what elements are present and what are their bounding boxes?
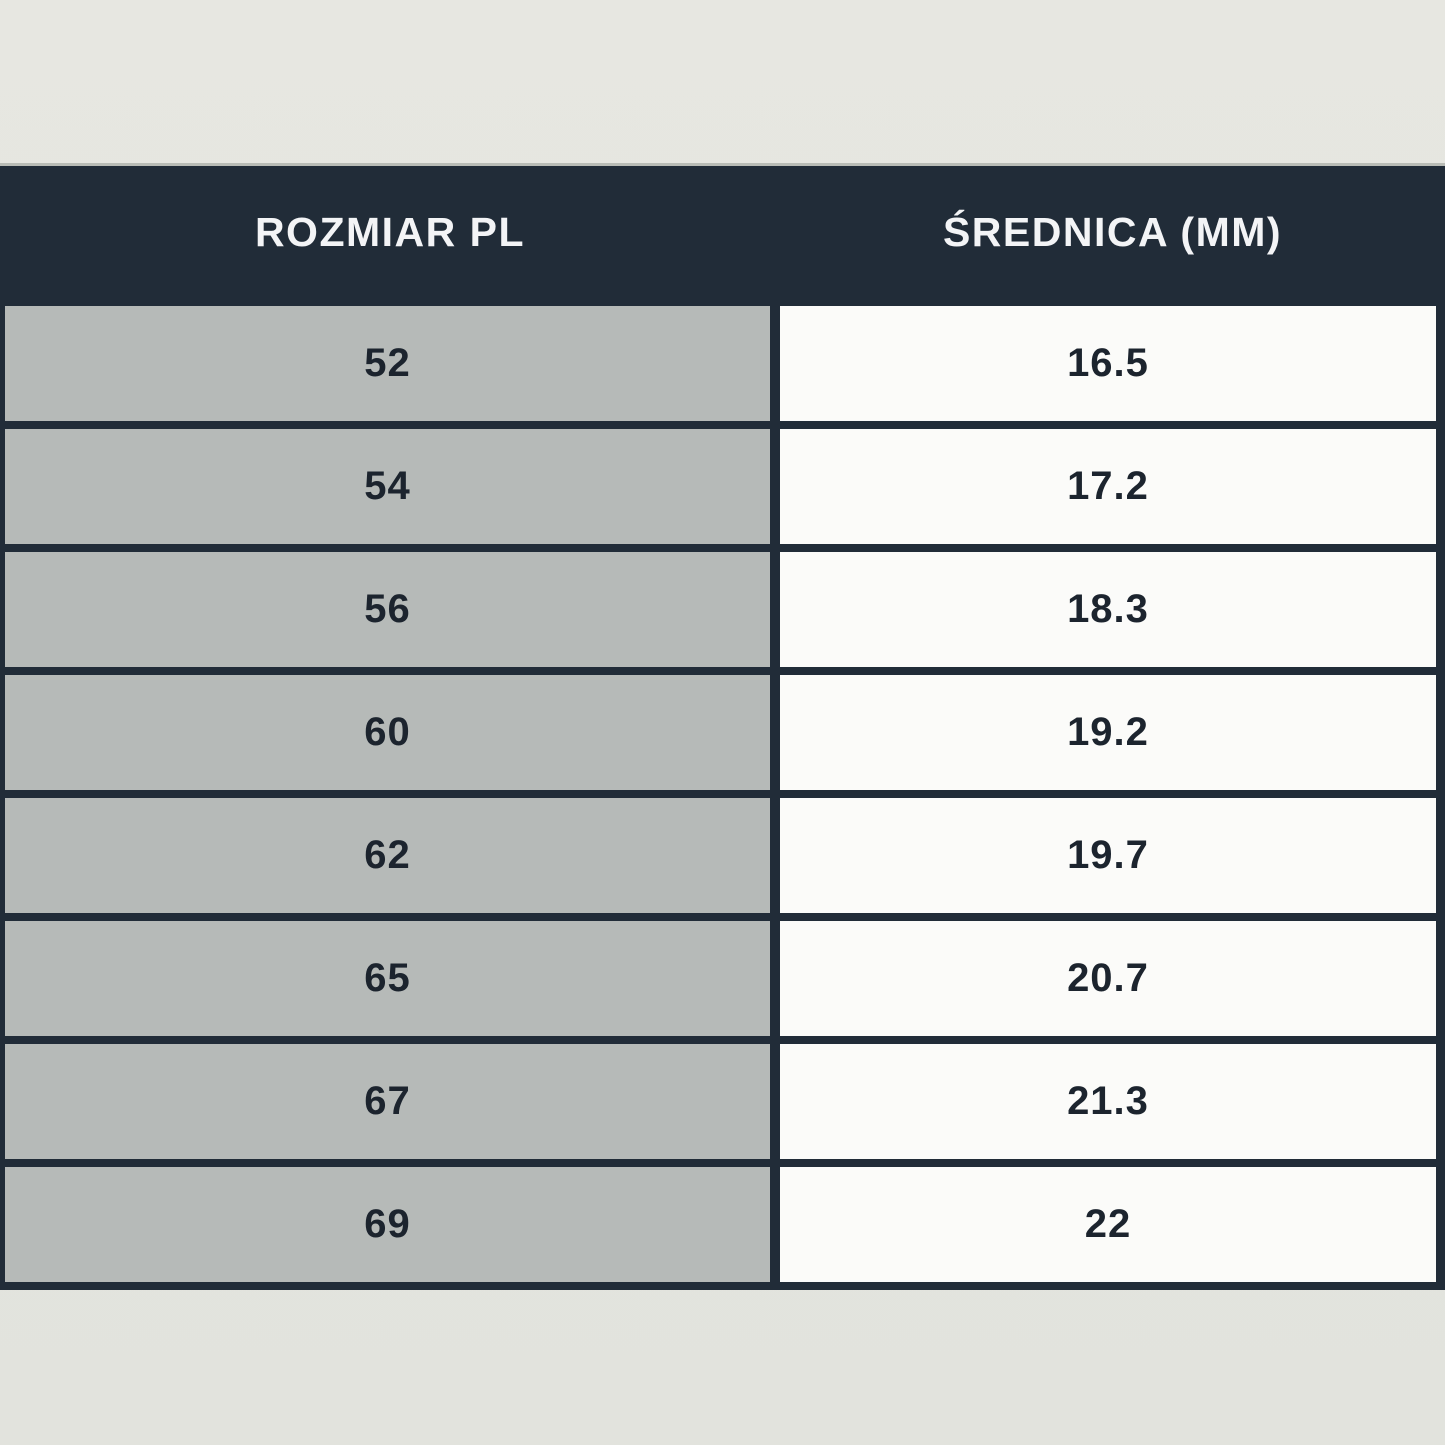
cell-diameter: 20.7 <box>780 921 1436 1036</box>
table-header-row: ROZMIAR PL ŚREDNICA (MM) <box>0 163 1445 298</box>
cell-diameter: 22 <box>780 1167 1436 1282</box>
cell-size: 67 <box>5 1044 780 1159</box>
cell-size: 62 <box>5 798 780 913</box>
table-row: 65 20.7 <box>5 913 1436 1036</box>
column-header-srednica-mm: ŚREDNICA (MM) <box>942 208 1283 255</box>
column-header-rozmiar-pl: ROZMIAR PL <box>254 208 526 255</box>
cell-diameter: 16.5 <box>780 306 1436 421</box>
cell-diameter: 21.3 <box>780 1044 1436 1159</box>
table-row: 52 16.5 <box>5 298 1436 421</box>
table-row: 67 21.3 <box>5 1036 1436 1159</box>
table-body: 52 16.5 54 17.2 56 18.3 60 19.2 62 19.7 … <box>0 298 1445 1290</box>
cell-diameter: 17.2 <box>780 429 1436 544</box>
table-row: 69 22 <box>5 1159 1436 1282</box>
cell-diameter: 19.2 <box>780 675 1436 790</box>
cell-size: 56 <box>5 552 780 667</box>
table-row: 62 19.7 <box>5 790 1436 913</box>
cell-size: 65 <box>5 921 780 1036</box>
cell-size: 54 <box>5 429 780 544</box>
table-row: 60 19.2 <box>5 667 1436 790</box>
ring-size-table: ROZMIAR PL ŚREDNICA (MM) 52 16.5 54 17.2… <box>0 163 1445 1290</box>
cell-size: 60 <box>5 675 780 790</box>
cell-diameter: 18.3 <box>780 552 1436 667</box>
cell-diameter: 19.7 <box>780 798 1436 913</box>
table-row: 54 17.2 <box>5 421 1436 544</box>
table-row: 56 18.3 <box>5 544 1436 667</box>
cell-size: 52 <box>5 306 780 421</box>
cell-size: 69 <box>5 1167 780 1282</box>
